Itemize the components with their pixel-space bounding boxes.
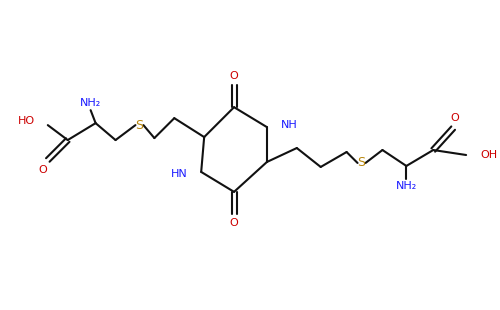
Text: O: O [451,113,460,123]
Text: HO: HO [18,116,35,126]
Text: O: O [38,165,47,175]
Text: O: O [230,71,238,81]
Text: S: S [136,119,143,132]
Text: NH: NH [281,120,297,130]
Text: S: S [358,157,366,170]
Text: NH₂: NH₂ [396,181,417,191]
Text: NH₂: NH₂ [80,98,102,108]
Text: O: O [230,218,238,228]
Text: OH: OH [480,150,497,160]
Text: HN: HN [170,169,187,179]
